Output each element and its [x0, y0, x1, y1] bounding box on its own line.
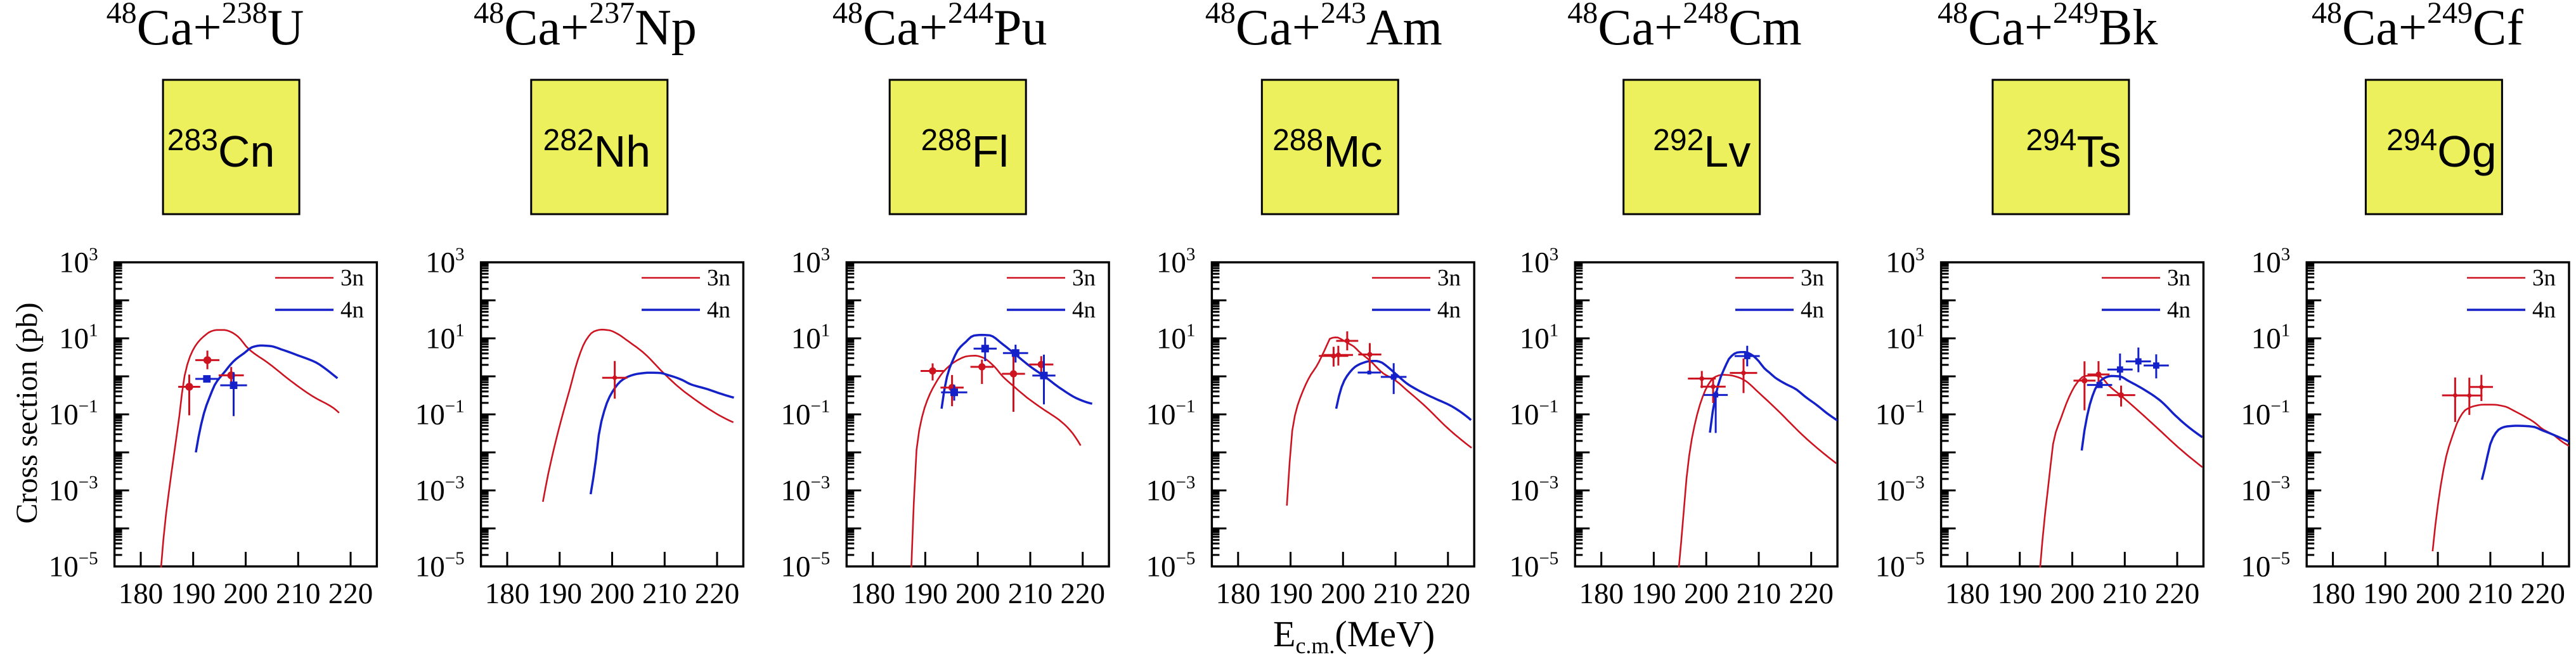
svg-text:3n: 3n: [2167, 265, 2191, 291]
svg-text:220: 220: [695, 577, 740, 610]
svg-text:190: 190: [1997, 577, 2042, 610]
svg-text:282Nh: 282Nh: [543, 124, 651, 176]
svg-text:48Ca+238U: 48Ca+238U: [107, 0, 304, 56]
svg-text:10−3: 10−3: [415, 473, 465, 508]
svg-text:200: 200: [223, 577, 268, 610]
svg-text:3n: 3n: [1072, 265, 1096, 291]
svg-text:288Mc: 288Mc: [1272, 124, 1382, 176]
svg-text:283Cn: 283Cn: [167, 124, 275, 176]
svg-text:3n: 3n: [340, 265, 364, 291]
svg-text:210: 210: [1373, 577, 1418, 610]
svg-text:3n: 3n: [707, 265, 730, 291]
svg-text:190: 190: [171, 577, 216, 610]
svg-text:180: 180: [1945, 577, 1990, 610]
svg-text:190: 190: [1631, 577, 1676, 610]
svg-text:48Ca+249Cf: 48Ca+249Cf: [2312, 0, 2523, 56]
svg-text:292Lv: 292Lv: [1653, 124, 1751, 176]
svg-text:180: 180: [1579, 577, 1624, 610]
svg-text:4n: 4n: [2532, 297, 2556, 323]
svg-text:200: 200: [1321, 577, 1366, 610]
svg-text:48Ca+249Bk: 48Ca+249Bk: [1938, 0, 2158, 56]
svg-text:10−1: 10−1: [1509, 397, 1558, 431]
svg-text:3n: 3n: [2532, 265, 2556, 291]
svg-text:190: 190: [2363, 577, 2408, 610]
svg-text:Ec.m.(MeV): Ec.m.(MeV): [1273, 613, 1435, 658]
svg-text:4n: 4n: [340, 297, 364, 323]
svg-text:Cross section (pb): Cross section (pb): [10, 302, 44, 523]
svg-text:294Ts: 294Ts: [2026, 124, 2121, 176]
svg-text:4n: 4n: [1437, 297, 1461, 323]
svg-text:210: 210: [1737, 577, 1782, 610]
svg-text:48Ca+248Cm: 48Ca+248Cm: [1567, 0, 1802, 56]
svg-text:3n: 3n: [1801, 265, 1824, 291]
svg-text:3n: 3n: [1437, 265, 1461, 291]
svg-text:220: 220: [1060, 577, 1105, 610]
svg-text:220: 220: [2520, 577, 2565, 610]
svg-text:210: 210: [2102, 577, 2147, 610]
svg-text:48Ca+243Am: 48Ca+243Am: [1205, 0, 1442, 56]
svg-text:288Fl: 288Fl: [921, 124, 1008, 176]
svg-text:210: 210: [642, 577, 687, 610]
svg-text:200: 200: [2050, 577, 2095, 610]
svg-text:10−3: 10−3: [49, 473, 98, 508]
svg-text:10−5: 10−5: [1875, 549, 1925, 584]
svg-text:200: 200: [1684, 577, 1729, 610]
svg-text:220: 220: [328, 577, 373, 610]
svg-text:220: 220: [1789, 577, 1834, 610]
svg-text:101: 101: [1886, 321, 1925, 355]
svg-text:48Ca+237Np: 48Ca+237Np: [474, 0, 697, 56]
svg-text:210: 210: [2468, 577, 2513, 610]
svg-text:4n: 4n: [1801, 297, 1824, 323]
svg-text:200: 200: [955, 577, 1000, 610]
svg-text:190: 190: [1268, 577, 1313, 610]
svg-text:180: 180: [1216, 577, 1261, 610]
svg-text:210: 210: [276, 577, 321, 610]
svg-text:10−3: 10−3: [780, 473, 830, 508]
svg-text:180: 180: [119, 577, 164, 610]
svg-text:10−5: 10−5: [2241, 549, 2290, 584]
svg-text:190: 190: [903, 577, 948, 610]
svg-text:4n: 4n: [2167, 297, 2191, 323]
svg-text:220: 220: [1426, 577, 1471, 610]
svg-text:190: 190: [537, 577, 582, 610]
svg-text:103: 103: [59, 245, 98, 279]
svg-text:220: 220: [2155, 577, 2200, 610]
svg-text:210: 210: [1008, 577, 1053, 610]
svg-text:200: 200: [2416, 577, 2461, 610]
svg-text:294Og: 294Og: [2386, 124, 2496, 176]
svg-text:180: 180: [485, 577, 530, 610]
svg-text:200: 200: [590, 577, 635, 610]
svg-text:180: 180: [850, 577, 895, 610]
svg-text:4n: 4n: [1072, 297, 1096, 323]
svg-text:180: 180: [2310, 577, 2355, 610]
svg-text:4n: 4n: [707, 297, 730, 323]
svg-text:48Ca+244Pu: 48Ca+244Pu: [832, 0, 1047, 56]
